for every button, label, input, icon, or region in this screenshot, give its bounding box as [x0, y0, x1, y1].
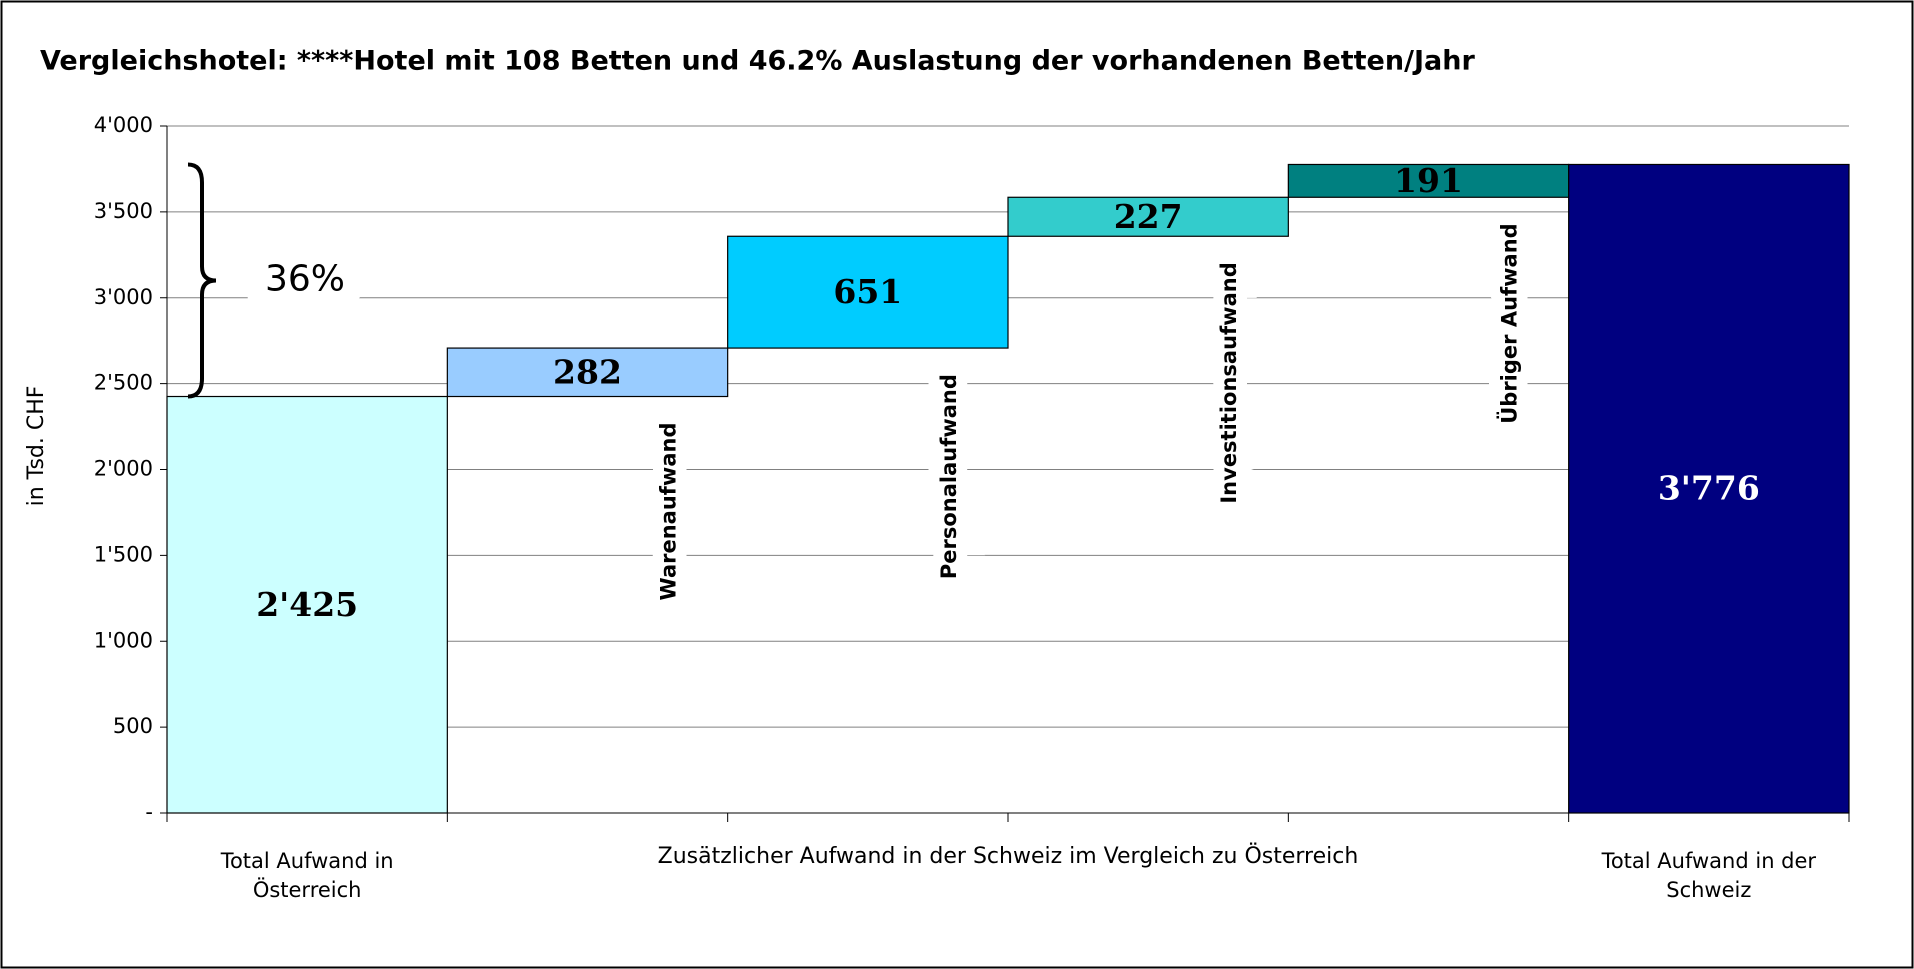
- value-label: 191: [1394, 161, 1463, 200]
- bar: [446, 347, 729, 398]
- y-tick-label: 1'500: [94, 542, 153, 566]
- y-tick-label: 1'000: [94, 628, 153, 652]
- bar: [1007, 196, 1289, 237]
- y-tick-label: 4'000: [94, 113, 153, 137]
- value-label: 3'776: [1658, 469, 1760, 508]
- category-label: Warenaufwand: [657, 423, 681, 601]
- y-tick-label: 500: [113, 714, 153, 738]
- value-label: 282: [553, 352, 622, 391]
- annotation: 36%: [265, 258, 345, 299]
- y-tick-label: -: [145, 800, 153, 824]
- category-label: Total Aufwand in Österreich: [220, 849, 394, 902]
- group-label: Zusätzlicher Aufwand in der Schweiz im V…: [658, 843, 1359, 869]
- category-label: Personalaufwand: [937, 374, 961, 579]
- bar: [166, 395, 448, 814]
- bar: [1287, 163, 1570, 198]
- value-label: 2'425: [256, 585, 358, 624]
- value-label: 227: [1114, 197, 1183, 236]
- category-label: Investitionsaufwand: [1217, 262, 1241, 503]
- category-label: Total Aufwand in der Schweiz: [1601, 849, 1817, 902]
- y-tick-label: 2'000: [94, 457, 153, 481]
- y-tick-label: 3'000: [94, 285, 153, 309]
- y-tick-label: 3'500: [94, 199, 153, 223]
- chart-title: Vergleichshotel: ****Hotel mit 108 Bette…: [40, 46, 1475, 77]
- category-label: Übriger Aufwand: [1497, 223, 1522, 423]
- y-axis-title: in Tsd. CHF: [24, 386, 49, 507]
- value-label: 651: [833, 272, 902, 311]
- bar: [1568, 163, 1850, 814]
- bar: [727, 235, 1009, 349]
- brace: [187, 162, 217, 399]
- y-tick-label: 2'500: [94, 371, 153, 395]
